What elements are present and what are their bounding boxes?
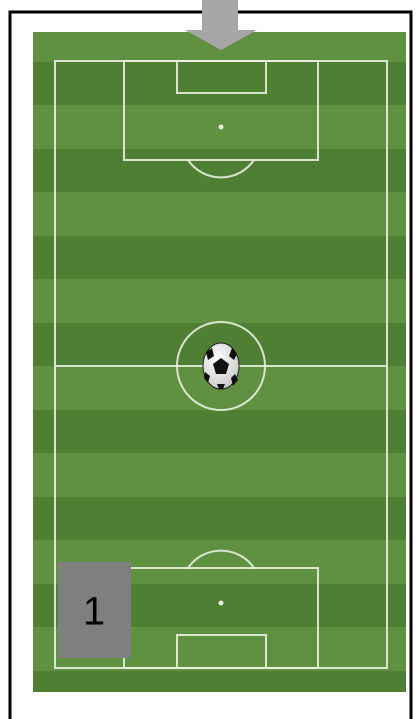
bottom-penalty-spot [219,601,224,606]
badge: 1 [58,562,131,658]
ball [203,343,239,389]
badge-label: 1 [83,590,105,634]
top-penalty-spot [219,125,224,130]
game-screen: 1 [0,0,419,719]
